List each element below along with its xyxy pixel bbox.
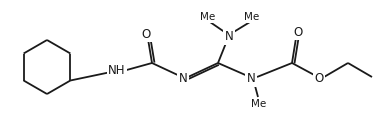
Text: N: N bbox=[225, 30, 233, 44]
Text: Me: Me bbox=[200, 12, 216, 22]
Text: O: O bbox=[293, 25, 303, 39]
Text: Me: Me bbox=[251, 99, 267, 109]
Text: NH: NH bbox=[108, 65, 126, 77]
Text: N: N bbox=[178, 72, 187, 86]
Text: N: N bbox=[247, 72, 255, 86]
Text: O: O bbox=[141, 28, 151, 40]
Text: Me: Me bbox=[244, 12, 260, 22]
Text: O: O bbox=[314, 72, 324, 86]
